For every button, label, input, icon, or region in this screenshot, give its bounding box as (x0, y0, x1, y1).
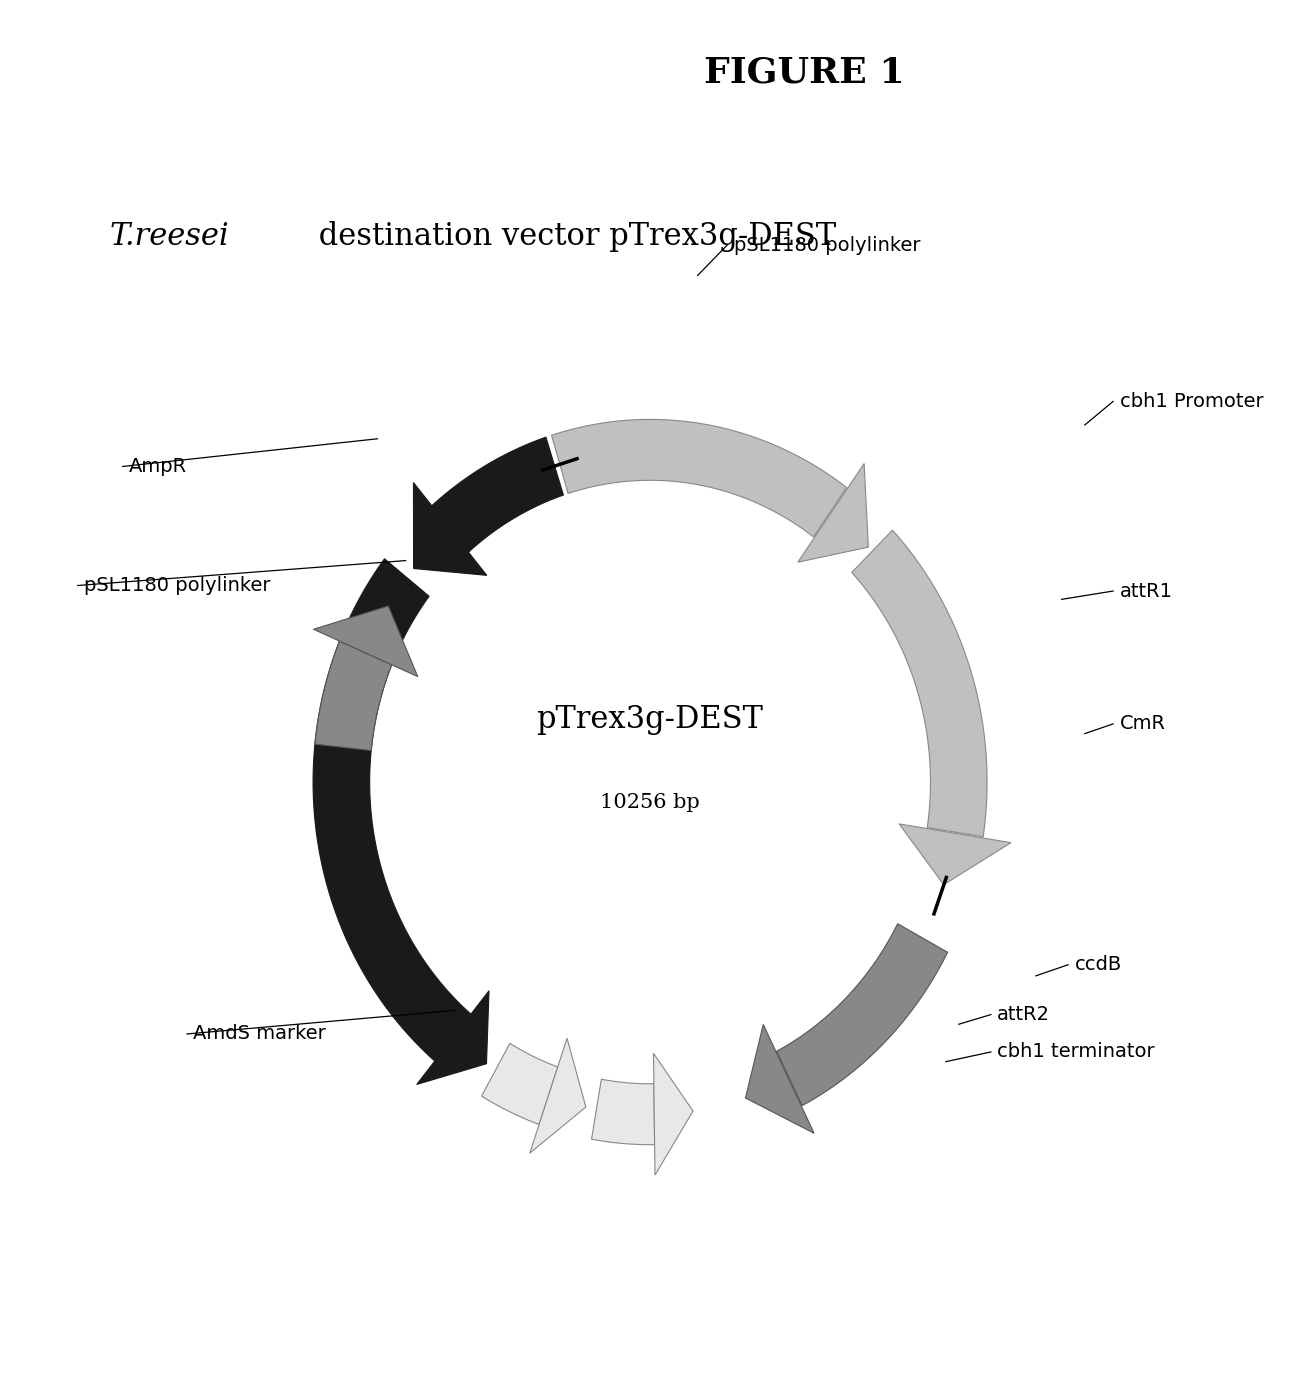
Text: T.reesei: T.reesei (110, 221, 230, 253)
Text: pSL1180 polylinker: pSL1180 polylinker (733, 235, 920, 254)
Polygon shape (745, 1025, 814, 1134)
Polygon shape (899, 823, 1012, 885)
Text: AmdS marker: AmdS marker (193, 1025, 327, 1043)
Text: attR2: attR2 (997, 1005, 1051, 1025)
Text: attR1: attR1 (1120, 582, 1172, 601)
Text: destination vector pTrex3g-DEST: destination vector pTrex3g-DEST (310, 221, 836, 253)
Text: pSL1180 polylinker: pSL1180 polylinker (84, 576, 271, 596)
Polygon shape (315, 642, 392, 751)
Polygon shape (852, 530, 987, 837)
Text: 10256 bp: 10256 bp (600, 793, 701, 812)
Polygon shape (592, 1079, 655, 1145)
Polygon shape (797, 464, 868, 562)
Text: CmR: CmR (1120, 714, 1166, 734)
Text: ccdB: ccdB (1074, 955, 1121, 974)
Text: FIGURE 1: FIGURE 1 (704, 56, 904, 89)
Text: AmpR: AmpR (129, 457, 187, 475)
Polygon shape (776, 924, 948, 1106)
Polygon shape (552, 419, 847, 537)
Polygon shape (314, 605, 418, 677)
Polygon shape (654, 1053, 693, 1176)
Polygon shape (431, 438, 563, 552)
Polygon shape (417, 991, 489, 1085)
Polygon shape (481, 1043, 558, 1124)
Text: cbh1 terminator: cbh1 terminator (997, 1043, 1155, 1061)
Polygon shape (529, 1039, 586, 1153)
Text: cbh1 Promoter: cbh1 Promoter (1120, 391, 1263, 411)
Polygon shape (413, 482, 486, 576)
Text: pTrex3g-DEST: pTrex3g-DEST (537, 705, 763, 735)
Polygon shape (314, 559, 471, 1061)
